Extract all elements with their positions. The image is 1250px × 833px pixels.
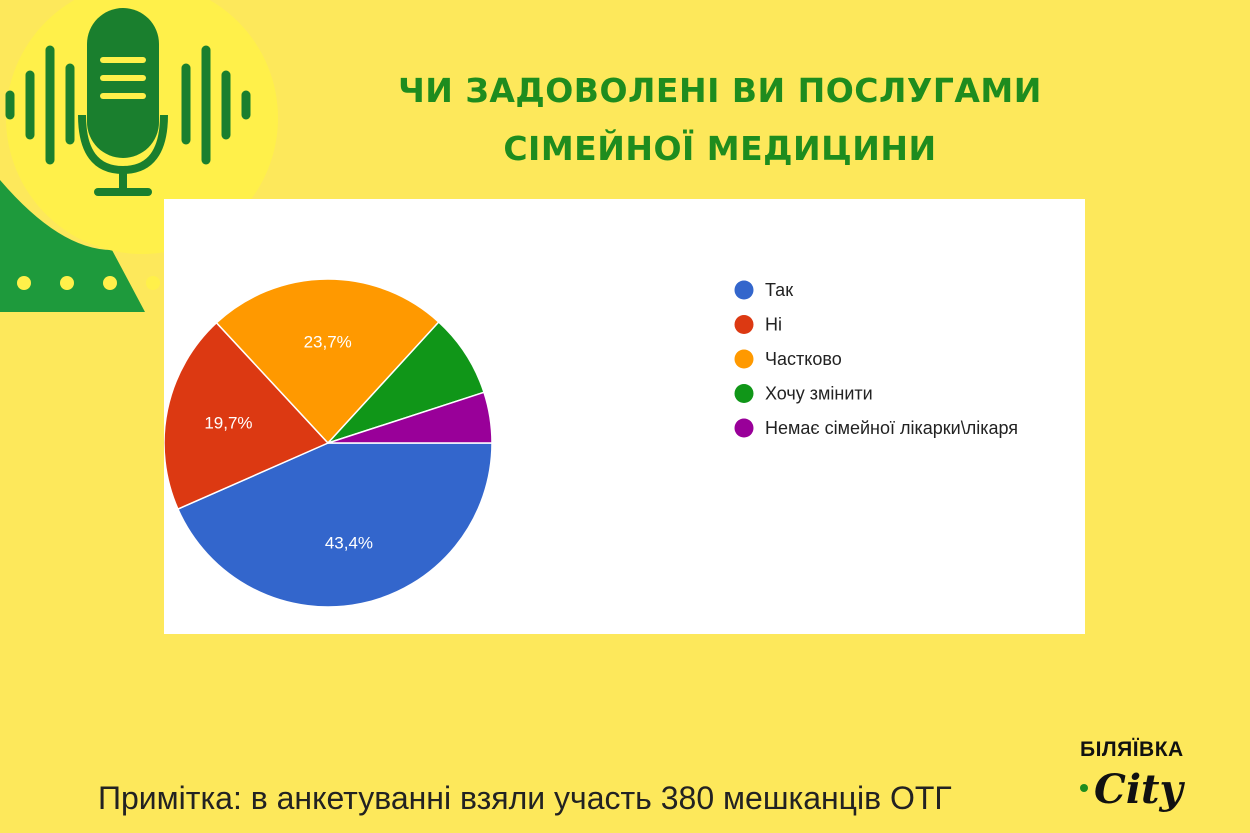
survey-note: Примітка: в анкетуванні взяли участь 380…: [98, 780, 952, 816]
slice-label-1: 19,7%: [204, 413, 252, 432]
pie-slice-4: [327, 391, 493, 444]
logo-dot-icon: [1080, 784, 1088, 792]
legend-marker-2: [734, 349, 754, 369]
legend-marker-4: [734, 418, 754, 438]
logo-bottom-text: City: [1094, 766, 1183, 813]
microphone-icon: [78, 8, 168, 196]
pie-slice-2: [215, 278, 440, 445]
legend-label-1: Ні: [765, 315, 782, 335]
pie-slice-0: [176, 442, 493, 608]
sound-wave-icon: [5, 45, 251, 165]
legend-label-3: Хочу змінити: [765, 384, 873, 404]
legend-marker-3: [734, 384, 754, 403]
logo-top-text: БІЛЯЇВКА: [1080, 738, 1184, 761]
legend-marker-1: [734, 315, 754, 334]
page-title: Чи задоволені ви послугами сімейної меди…: [370, 62, 1070, 178]
title-line-1: Чи задоволені ви послугами: [398, 71, 1042, 110]
dots-row: [17, 276, 160, 290]
chart-card: 43,4% 19,7% 23,7% Так Ні Частково Хочу змінити…: [164, 199, 1085, 634]
podcast-decoration: [0, 0, 278, 312]
pie-chart: 43,4% 19,7% 23,7% Так Ні Частково Хочу змінити…: [164, 278, 1018, 608]
legend-marker-0: [734, 280, 754, 300]
legend-label-4: Немає сімейної лікарки\лікаря: [765, 418, 1018, 438]
title-line-2: сімейної медицини: [503, 129, 937, 168]
legend-label-0: Так: [765, 280, 793, 300]
slice-label-0: 43,4%: [325, 534, 373, 553]
brand-logo: БІЛЯЇВКА City: [1076, 738, 1186, 818]
pie-slice-1: [164, 321, 330, 511]
slice-label-2: 23,7%: [304, 332, 352, 351]
legend-label-2: Частково: [765, 349, 842, 369]
